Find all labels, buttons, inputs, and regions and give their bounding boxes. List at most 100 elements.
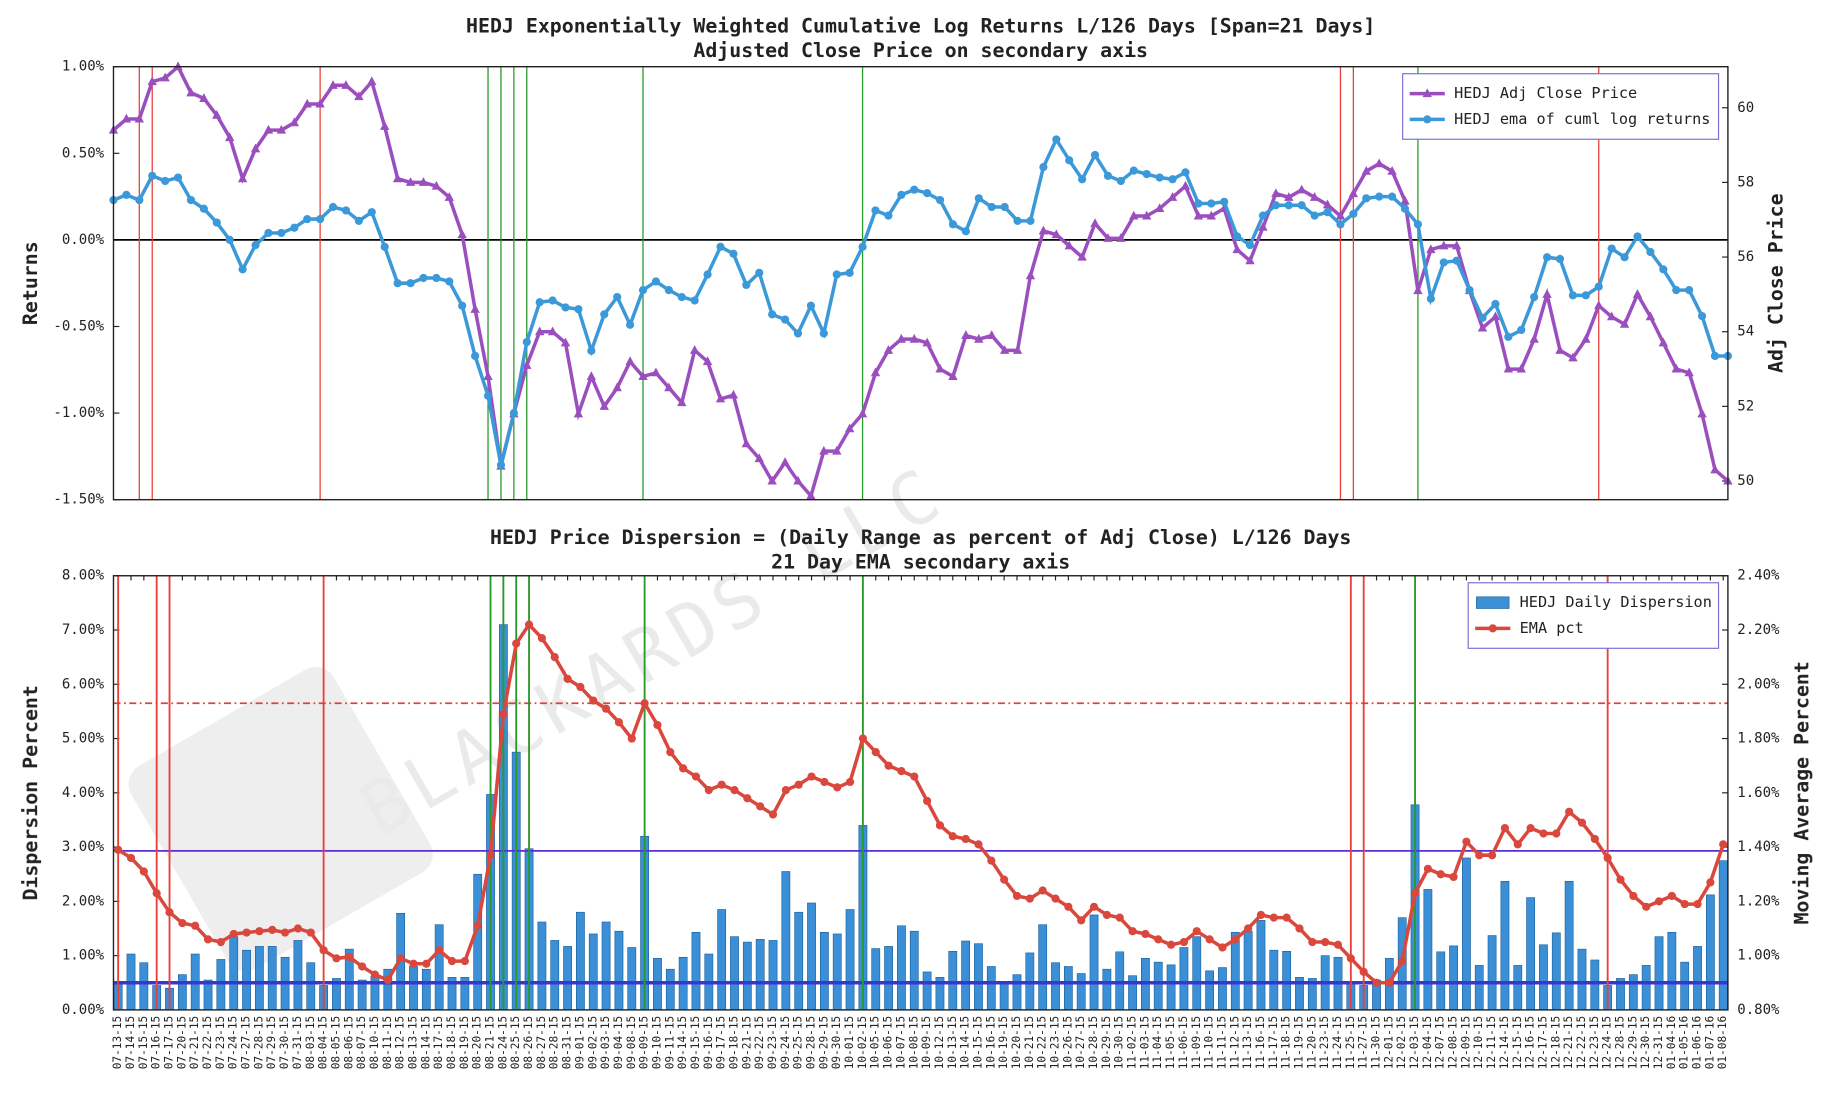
point-marker <box>431 180 442 190</box>
bar <box>1641 965 1651 1011</box>
x-tick-label: 10-21-15 <box>1023 1016 1036 1070</box>
bar <box>177 974 187 1011</box>
y2-tick-label: 1.80% <box>1737 731 1780 747</box>
point-marker <box>614 718 624 727</box>
bar <box>229 936 239 1011</box>
point-marker <box>486 851 495 860</box>
x-tick-label: 12-24-15 <box>1601 1016 1614 1070</box>
point-marker <box>1258 211 1268 220</box>
point-marker <box>1284 201 1293 210</box>
point-marker <box>1517 325 1526 335</box>
point-marker <box>935 195 945 205</box>
point-marker <box>122 190 131 199</box>
y-tick-label: 7.00% <box>62 622 105 638</box>
point-marker <box>345 952 354 962</box>
x-tick-label: 08-19-15 <box>458 1016 471 1070</box>
point-marker <box>303 215 312 224</box>
y-tick-label: 2.00% <box>62 893 105 909</box>
point-marker <box>664 286 673 295</box>
point-marker <box>999 345 1010 354</box>
point-marker <box>255 927 264 936</box>
point-marker <box>909 333 919 343</box>
point-marker <box>1568 291 1578 300</box>
x-tick-label: 01-08-16 <box>1716 1016 1729 1070</box>
y2-tick-label: 1.00% <box>1737 948 1780 964</box>
point-marker <box>216 937 225 947</box>
point-marker <box>910 772 919 781</box>
point-marker <box>857 408 868 418</box>
bar <box>1487 935 1497 1011</box>
bar <box>216 959 226 1011</box>
x-tick-label: 10-22-15 <box>1036 1016 1049 1070</box>
x-tick-label: 01-04-16 <box>1665 1016 1678 1070</box>
x-tick-label: 09-09-15 <box>638 1016 651 1070</box>
x-tick-label: 12-02-15 <box>1395 1016 1408 1070</box>
point-marker <box>1322 199 1333 209</box>
x-tick-label: 08-10-15 <box>368 1016 381 1070</box>
x-tick-label: 10-30-15 <box>1113 1016 1126 1070</box>
x-tick-label: 07-15-15 <box>137 1016 150 1070</box>
point-marker <box>332 954 341 963</box>
point-marker <box>756 802 765 811</box>
chart-title: HEDJ Price Dispersion = (Daily Range as … <box>490 526 1351 549</box>
point-marker <box>165 908 174 917</box>
point-marker <box>573 408 584 418</box>
y-tick-label: 4.00% <box>62 785 105 801</box>
series-line <box>112 135 1728 466</box>
point-marker <box>806 301 816 310</box>
bar <box>255 946 264 1011</box>
x-tick-label: 09-25-15 <box>792 1016 805 1070</box>
bar <box>1038 924 1048 1011</box>
point-marker <box>370 970 380 979</box>
point-marker <box>858 734 868 743</box>
x-tick-label: 08-11-15 <box>381 1016 394 1070</box>
x-tick-label: 09-16-15 <box>702 1016 715 1070</box>
point-marker <box>1271 188 1281 198</box>
point-marker <box>237 173 248 183</box>
y2-tick-label: 2.00% <box>1737 676 1780 692</box>
bar <box>421 968 431 1011</box>
point-marker <box>1194 199 1203 208</box>
point-marker <box>1619 318 1630 328</box>
x-tick-label: 12-04-15 <box>1421 1016 1434 1070</box>
x-tick-label: 12-01-15 <box>1382 1016 1395 1070</box>
point-marker <box>409 959 418 968</box>
bar <box>1205 970 1214 1011</box>
x-tick-label: 08-03-15 <box>304 1016 317 1070</box>
x-tick-label: 11-05-15 <box>1164 1016 1177 1070</box>
point-marker <box>1295 924 1304 933</box>
x-tick-label: 10-08-15 <box>907 1016 920 1070</box>
point-marker <box>1426 294 1435 303</box>
bar <box>1539 944 1548 1011</box>
point-marker <box>406 279 415 288</box>
x-tick-label: 12-14-15 <box>1498 1016 1511 1070</box>
x-tick-label: 12-30-15 <box>1639 1016 1652 1070</box>
point-marker <box>844 423 855 433</box>
y2-tick-label: 2.20% <box>1737 622 1780 638</box>
point-marker <box>1154 203 1165 213</box>
point-marker <box>289 117 299 127</box>
point-marker <box>651 277 661 286</box>
point-marker <box>742 280 751 290</box>
point-marker <box>1064 902 1073 911</box>
x-tick-label: 12-23-15 <box>1588 1016 1601 1070</box>
x-tick-label: 11-10-15 <box>1203 1016 1216 1070</box>
point-marker <box>199 204 208 213</box>
y-tick-label: 1.00% <box>62 59 105 75</box>
point-marker <box>473 921 482 930</box>
x-tick-label: 09-29-15 <box>817 1016 830 1070</box>
bar <box>768 940 778 1011</box>
point-marker <box>883 345 894 354</box>
point-marker <box>1642 902 1651 911</box>
x-tick-label: 08-12-15 <box>394 1016 407 1070</box>
x-tick-label: 12-09-15 <box>1459 1016 1472 1070</box>
y-tick-label: -1.00% <box>53 405 104 421</box>
point-marker <box>613 292 622 302</box>
point-marker <box>961 227 970 236</box>
point-marker <box>1090 218 1100 227</box>
point-marker <box>148 171 157 180</box>
x-tick-label: 07-22-15 <box>201 1016 214 1070</box>
x-tick-label: 11-09-15 <box>1190 1016 1203 1070</box>
bar <box>819 931 829 1011</box>
point-marker <box>1555 345 1565 354</box>
